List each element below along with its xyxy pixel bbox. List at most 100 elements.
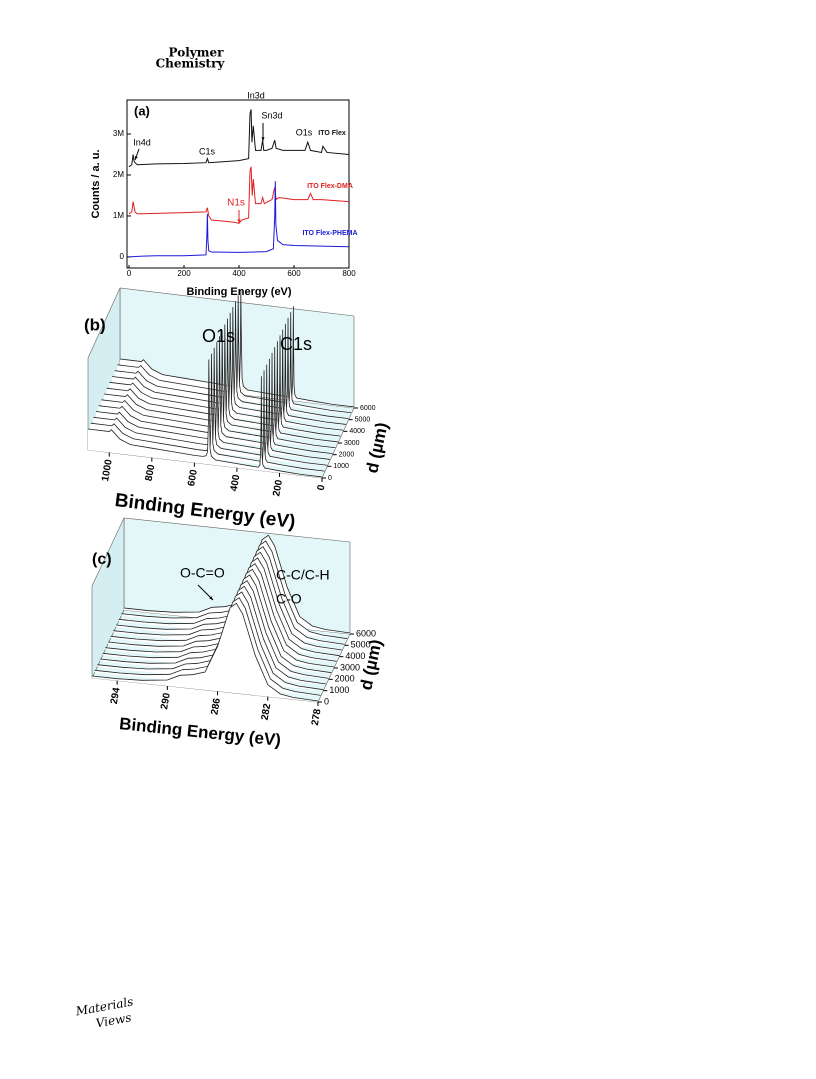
trace — [98, 336, 333, 455]
arrow-head — [209, 596, 213, 600]
annotation: Sn3d — [261, 110, 282, 120]
y-tick-label: 3M — [113, 129, 124, 138]
trace-fill — [109, 312, 344, 432]
x-tick-label: 800 — [144, 463, 158, 482]
series-line — [128, 166, 350, 224]
journal-name: Polymer — [169, 46, 225, 60]
z-tick-label: 3000 — [344, 440, 360, 447]
series-label: ITO Flex — [318, 130, 346, 137]
x-tick-label: 290 — [159, 692, 173, 711]
trace-fill — [110, 563, 337, 663]
trace — [111, 306, 347, 425]
y-axis-title: Counts / a. u. — [90, 149, 102, 218]
trace-fill — [98, 336, 333, 455]
trace — [119, 289, 355, 408]
y-tick-label: 1M — [113, 211, 124, 220]
x-axis-title: Binding Energy (eV) — [118, 714, 282, 750]
annotation: C-C/C-H — [276, 567, 330, 583]
trace-fill — [101, 330, 336, 449]
annotation: (a) — [134, 103, 150, 118]
series-line — [128, 181, 350, 258]
trace — [90, 353, 325, 472]
trace — [103, 324, 339, 443]
z-tick-label: 0 — [324, 696, 329, 706]
trace-fill — [105, 575, 332, 674]
trace — [114, 301, 349, 420]
logo-text: Views — [95, 1010, 133, 1030]
x-tick-label: 286 — [209, 697, 223, 716]
journal-name: Chemistry — [156, 57, 226, 71]
z-tick-label: 2000 — [339, 452, 355, 459]
trace-fill — [90, 353, 325, 473]
z-tick-label: 4000 — [349, 428, 365, 435]
x-tick-label: 600 — [287, 269, 301, 278]
trace — [87, 359, 323, 478]
trace-fill — [124, 535, 350, 634]
z-tick-label: 0 — [328, 475, 332, 482]
trace-fill — [104, 324, 338, 443]
trace — [106, 318, 341, 437]
x-tick-label: 282 — [260, 702, 274, 721]
z-tick-label: 6000 — [360, 405, 376, 412]
x-tick-label: 278 — [310, 708, 324, 727]
annotation: N1s — [227, 198, 245, 209]
annotation: C1s — [280, 334, 312, 354]
trace-fill — [100, 586, 326, 685]
trace-fill — [113, 558, 340, 657]
trace-fill — [120, 289, 354, 408]
annotation: C1s — [199, 146, 216, 156]
x-tick-label: 0 — [316, 484, 328, 492]
x-tick-label: 400 — [232, 269, 246, 278]
annotation: (c) — [92, 551, 112, 568]
x-tick-label: 1000 — [100, 458, 115, 482]
z-tick-label: 5000 — [355, 417, 371, 424]
annotation: (b) — [84, 315, 106, 334]
x-tick-label: 600 — [186, 468, 200, 487]
x-tick-label: 0 — [127, 269, 132, 278]
series-label: ITO Flex-PHEMA — [302, 230, 357, 237]
trace-fill — [102, 580, 329, 680]
z-tick-label: 1000 — [329, 685, 349, 695]
annotation: O1s — [296, 127, 313, 137]
trace-fill — [94, 597, 321, 697]
annotation: O-C=O — [180, 565, 225, 581]
trace-fill — [93, 347, 328, 467]
x-tick-label: 200 — [271, 479, 285, 498]
arrow-head — [237, 219, 241, 223]
z-tick-label: 2000 — [335, 674, 355, 684]
x-tick-label: 200 — [177, 269, 191, 278]
trace — [109, 312, 344, 431]
trace-fill — [108, 569, 334, 668]
annotation: In4d — [133, 137, 151, 147]
trace-fill — [121, 541, 348, 640]
series-line — [128, 109, 350, 168]
annotation: O1s — [202, 326, 235, 346]
x-axis-title: Binding Energy (eV) — [186, 286, 291, 298]
z-tick-label: 1000 — [333, 463, 349, 470]
annotation: In3d — [247, 90, 265, 100]
plot-frame — [126, 99, 350, 269]
z-tick-label: 5000 — [351, 640, 371, 650]
annotation: C-O — [276, 591, 302, 607]
trace — [91, 602, 319, 702]
x-tick-label: 294 — [109, 686, 123, 705]
trace — [101, 330, 336, 449]
y-tick-label: 2M — [113, 170, 124, 179]
z-axis-title: d (µm) — [362, 421, 391, 475]
trace-fill — [116, 552, 342, 651]
arrow-head — [261, 137, 265, 141]
z-tick-label: 6000 — [356, 628, 376, 638]
series-label: ITO Flex-DMA — [307, 183, 353, 190]
trace-fill — [117, 295, 352, 414]
x-tick-label: 800 — [342, 269, 356, 278]
z-tick-label: 4000 — [345, 651, 365, 661]
trace — [93, 347, 328, 466]
trace-fill — [118, 546, 345, 646]
trace-fill — [106, 318, 341, 438]
trace-fill — [112, 306, 346, 426]
trace-fill — [97, 592, 324, 691]
arrow-head — [134, 156, 138, 160]
z-tick-label: 3000 — [340, 662, 360, 672]
trace-fill — [114, 301, 349, 420]
